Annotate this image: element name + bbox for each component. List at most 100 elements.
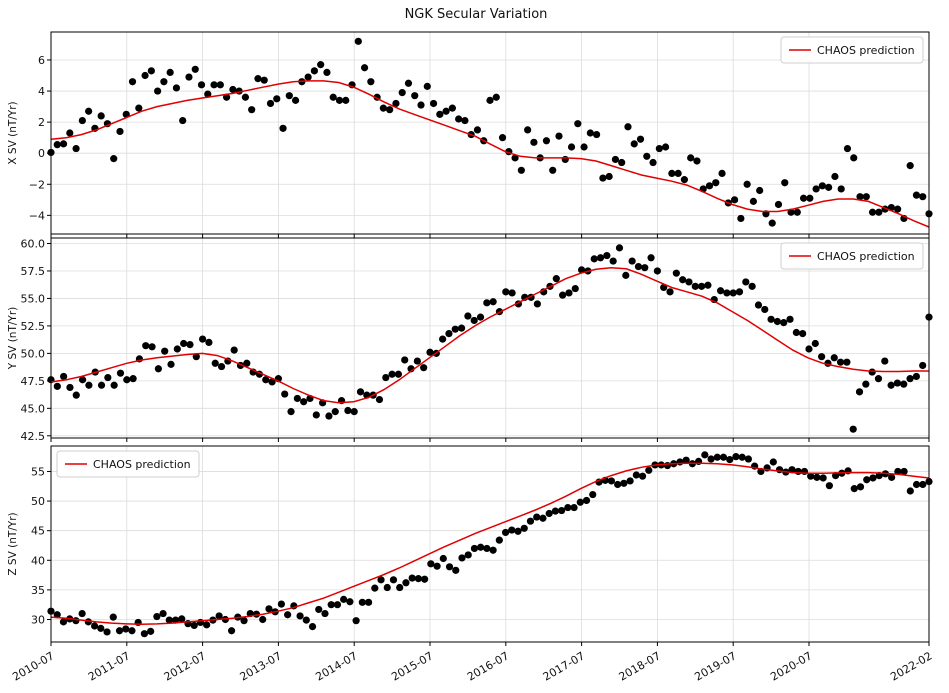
observed-point [227, 627, 236, 635]
observed-point [172, 84, 181, 92]
y-tick-label: 40 [31, 554, 45, 567]
observed-point [279, 124, 287, 132]
observed-point [154, 87, 162, 95]
observed-point [377, 576, 385, 584]
observed-point [392, 99, 400, 108]
observed-point [216, 81, 224, 89]
observed-point [300, 398, 308, 406]
observed-point [333, 601, 342, 609]
observed-point [856, 483, 865, 491]
observed-point [754, 301, 763, 309]
observed-point [749, 197, 758, 205]
observed-point [850, 154, 858, 162]
observed-point [215, 612, 223, 620]
observed-point [116, 369, 125, 377]
x-tick-label: 2010-07 [10, 649, 56, 683]
observed-point [350, 408, 358, 416]
observed-point [593, 130, 601, 139]
observed-point [718, 169, 726, 177]
x-tick-label: 2018-07 [617, 649, 663, 683]
observed-point [818, 353, 826, 361]
observed-point [458, 554, 466, 562]
observed-point [382, 373, 390, 382]
chart-title: NGK Secular Variation [405, 7, 548, 22]
observed-point [526, 517, 535, 525]
observed-point [217, 362, 226, 371]
observed-point [668, 169, 676, 177]
legend-box [56, 450, 200, 478]
y-axis-label: Y SV (nT/Yr) [7, 307, 19, 370]
observed-point [906, 375, 914, 383]
observed-point [308, 623, 317, 631]
observed-point [743, 180, 751, 188]
observed-point [205, 338, 213, 346]
observed-point [420, 364, 428, 372]
observed-point [831, 172, 839, 181]
x-tick-label: 2016-07 [465, 649, 511, 683]
observed-point [277, 600, 285, 608]
x-tick-label: 2015-07 [389, 649, 435, 683]
observed-point [893, 379, 902, 387]
observed-point [780, 319, 788, 327]
observed-point [732, 453, 740, 461]
observed-point [843, 358, 851, 366]
observed-point [799, 330, 807, 338]
observed-point [66, 383, 74, 392]
observed-point [53, 611, 61, 619]
observed-point [825, 482, 833, 490]
observed-point [837, 185, 845, 193]
model-line [50, 80, 930, 228]
panel-3: 30 35 40 45 50 55 Z SV (nT/Yr) CHAOS prediction [7, 445, 933, 646]
observed-point [666, 288, 674, 296]
observed-point [620, 479, 628, 487]
observed-point [855, 388, 864, 396]
observed-point [442, 107, 450, 115]
observed-point [874, 375, 883, 383]
observed-point [367, 78, 375, 86]
y-axis-label: X SV (nT/Yr) [7, 101, 19, 164]
observed-point [248, 106, 256, 114]
observed-point [116, 127, 124, 136]
observed-point [173, 345, 181, 353]
observed-point [179, 116, 187, 125]
observed-point [291, 96, 300, 104]
observed-point [552, 275, 560, 283]
observed-point [104, 373, 112, 382]
observed-point [115, 627, 124, 635]
legend: CHAOS prediction [56, 450, 200, 478]
observed-point [819, 474, 827, 482]
observed-point [284, 611, 292, 619]
observed-point [483, 299, 491, 307]
model-line [50, 462, 930, 625]
observed-point [396, 583, 404, 592]
observed-point [655, 144, 663, 153]
observed-point [159, 609, 167, 618]
observed-point [123, 376, 131, 384]
observed-point [894, 205, 902, 213]
observed-point [445, 563, 454, 571]
y-tick-label: 0 [38, 147, 45, 160]
observed-point [185, 73, 193, 81]
observed-point [649, 158, 657, 167]
observed-point [868, 208, 877, 216]
observed-point [698, 282, 706, 290]
observed-point [545, 509, 553, 518]
observed-point [622, 271, 630, 279]
x-tick-label: 2022-02 [888, 649, 934, 683]
y-tick-label: 30 [31, 613, 45, 626]
observed-point [800, 467, 809, 476]
observed-point [580, 143, 588, 151]
observed-point [492, 93, 500, 101]
observed-point [582, 496, 591, 505]
observed-point [413, 357, 421, 365]
observed-point [811, 339, 819, 348]
observed-point [486, 96, 494, 104]
observed-point [489, 298, 497, 306]
observed-point [542, 137, 551, 145]
observed-point [643, 152, 651, 160]
observed-point [427, 560, 435, 568]
observed-point [906, 487, 914, 495]
observed-point [887, 381, 895, 389]
observed-point [285, 92, 293, 100]
